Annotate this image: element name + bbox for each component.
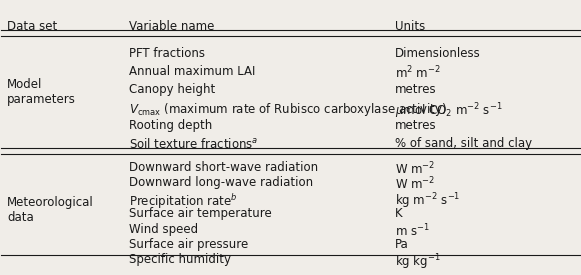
Text: Surface air pressure: Surface air pressure bbox=[128, 238, 248, 251]
Text: kg m$^{-2}$ s$^{-1}$: kg m$^{-2}$ s$^{-1}$ bbox=[394, 192, 460, 211]
Text: Wind speed: Wind speed bbox=[128, 223, 198, 236]
Text: Data set: Data set bbox=[7, 20, 58, 32]
Text: Downward long-wave radiation: Downward long-wave radiation bbox=[128, 176, 313, 189]
Text: Specific humidity: Specific humidity bbox=[128, 253, 231, 266]
Text: metres: metres bbox=[394, 119, 436, 132]
Text: Surface air temperature: Surface air temperature bbox=[128, 207, 271, 220]
Text: W m$^{-2}$: W m$^{-2}$ bbox=[394, 161, 435, 177]
Text: Downward short-wave radiation: Downward short-wave radiation bbox=[128, 161, 318, 174]
Text: kg kg$^{-1}$: kg kg$^{-1}$ bbox=[394, 253, 440, 272]
Text: Pa: Pa bbox=[394, 238, 408, 251]
Text: $V_{\mathrm{cmax}}$ (maximum rate of Rubisco carboxylase activity): $V_{\mathrm{cmax}}$ (maximum rate of Rub… bbox=[128, 101, 447, 118]
Text: Annual maximum LAI: Annual maximum LAI bbox=[128, 65, 255, 78]
Text: % of sand, silt and clay: % of sand, silt and clay bbox=[394, 137, 532, 150]
Text: Canopy height: Canopy height bbox=[128, 83, 215, 96]
Text: W m$^{-2}$: W m$^{-2}$ bbox=[394, 176, 435, 193]
Text: K: K bbox=[394, 207, 402, 220]
Text: Meteorological
data: Meteorological data bbox=[7, 196, 94, 224]
Text: $\mu$mol CO$_2$ m$^{-2}$ s$^{-1}$: $\mu$mol CO$_2$ m$^{-2}$ s$^{-1}$ bbox=[394, 101, 502, 121]
Text: Variable name: Variable name bbox=[128, 20, 214, 32]
Text: Dimensionless: Dimensionless bbox=[394, 47, 480, 60]
Text: Model
parameters: Model parameters bbox=[7, 78, 76, 106]
Text: metres: metres bbox=[394, 83, 436, 96]
Text: PFT fractions: PFT fractions bbox=[128, 47, 205, 60]
Text: Soil texture fractions$^a$: Soil texture fractions$^a$ bbox=[128, 137, 258, 151]
Text: m$^2$ m$^{-2}$: m$^2$ m$^{-2}$ bbox=[394, 65, 440, 81]
Text: Rooting depth: Rooting depth bbox=[128, 119, 212, 132]
Text: Precipitation rate$^b$: Precipitation rate$^b$ bbox=[128, 192, 237, 211]
Text: Units: Units bbox=[394, 20, 425, 32]
Text: m s$^{-1}$: m s$^{-1}$ bbox=[394, 223, 429, 240]
